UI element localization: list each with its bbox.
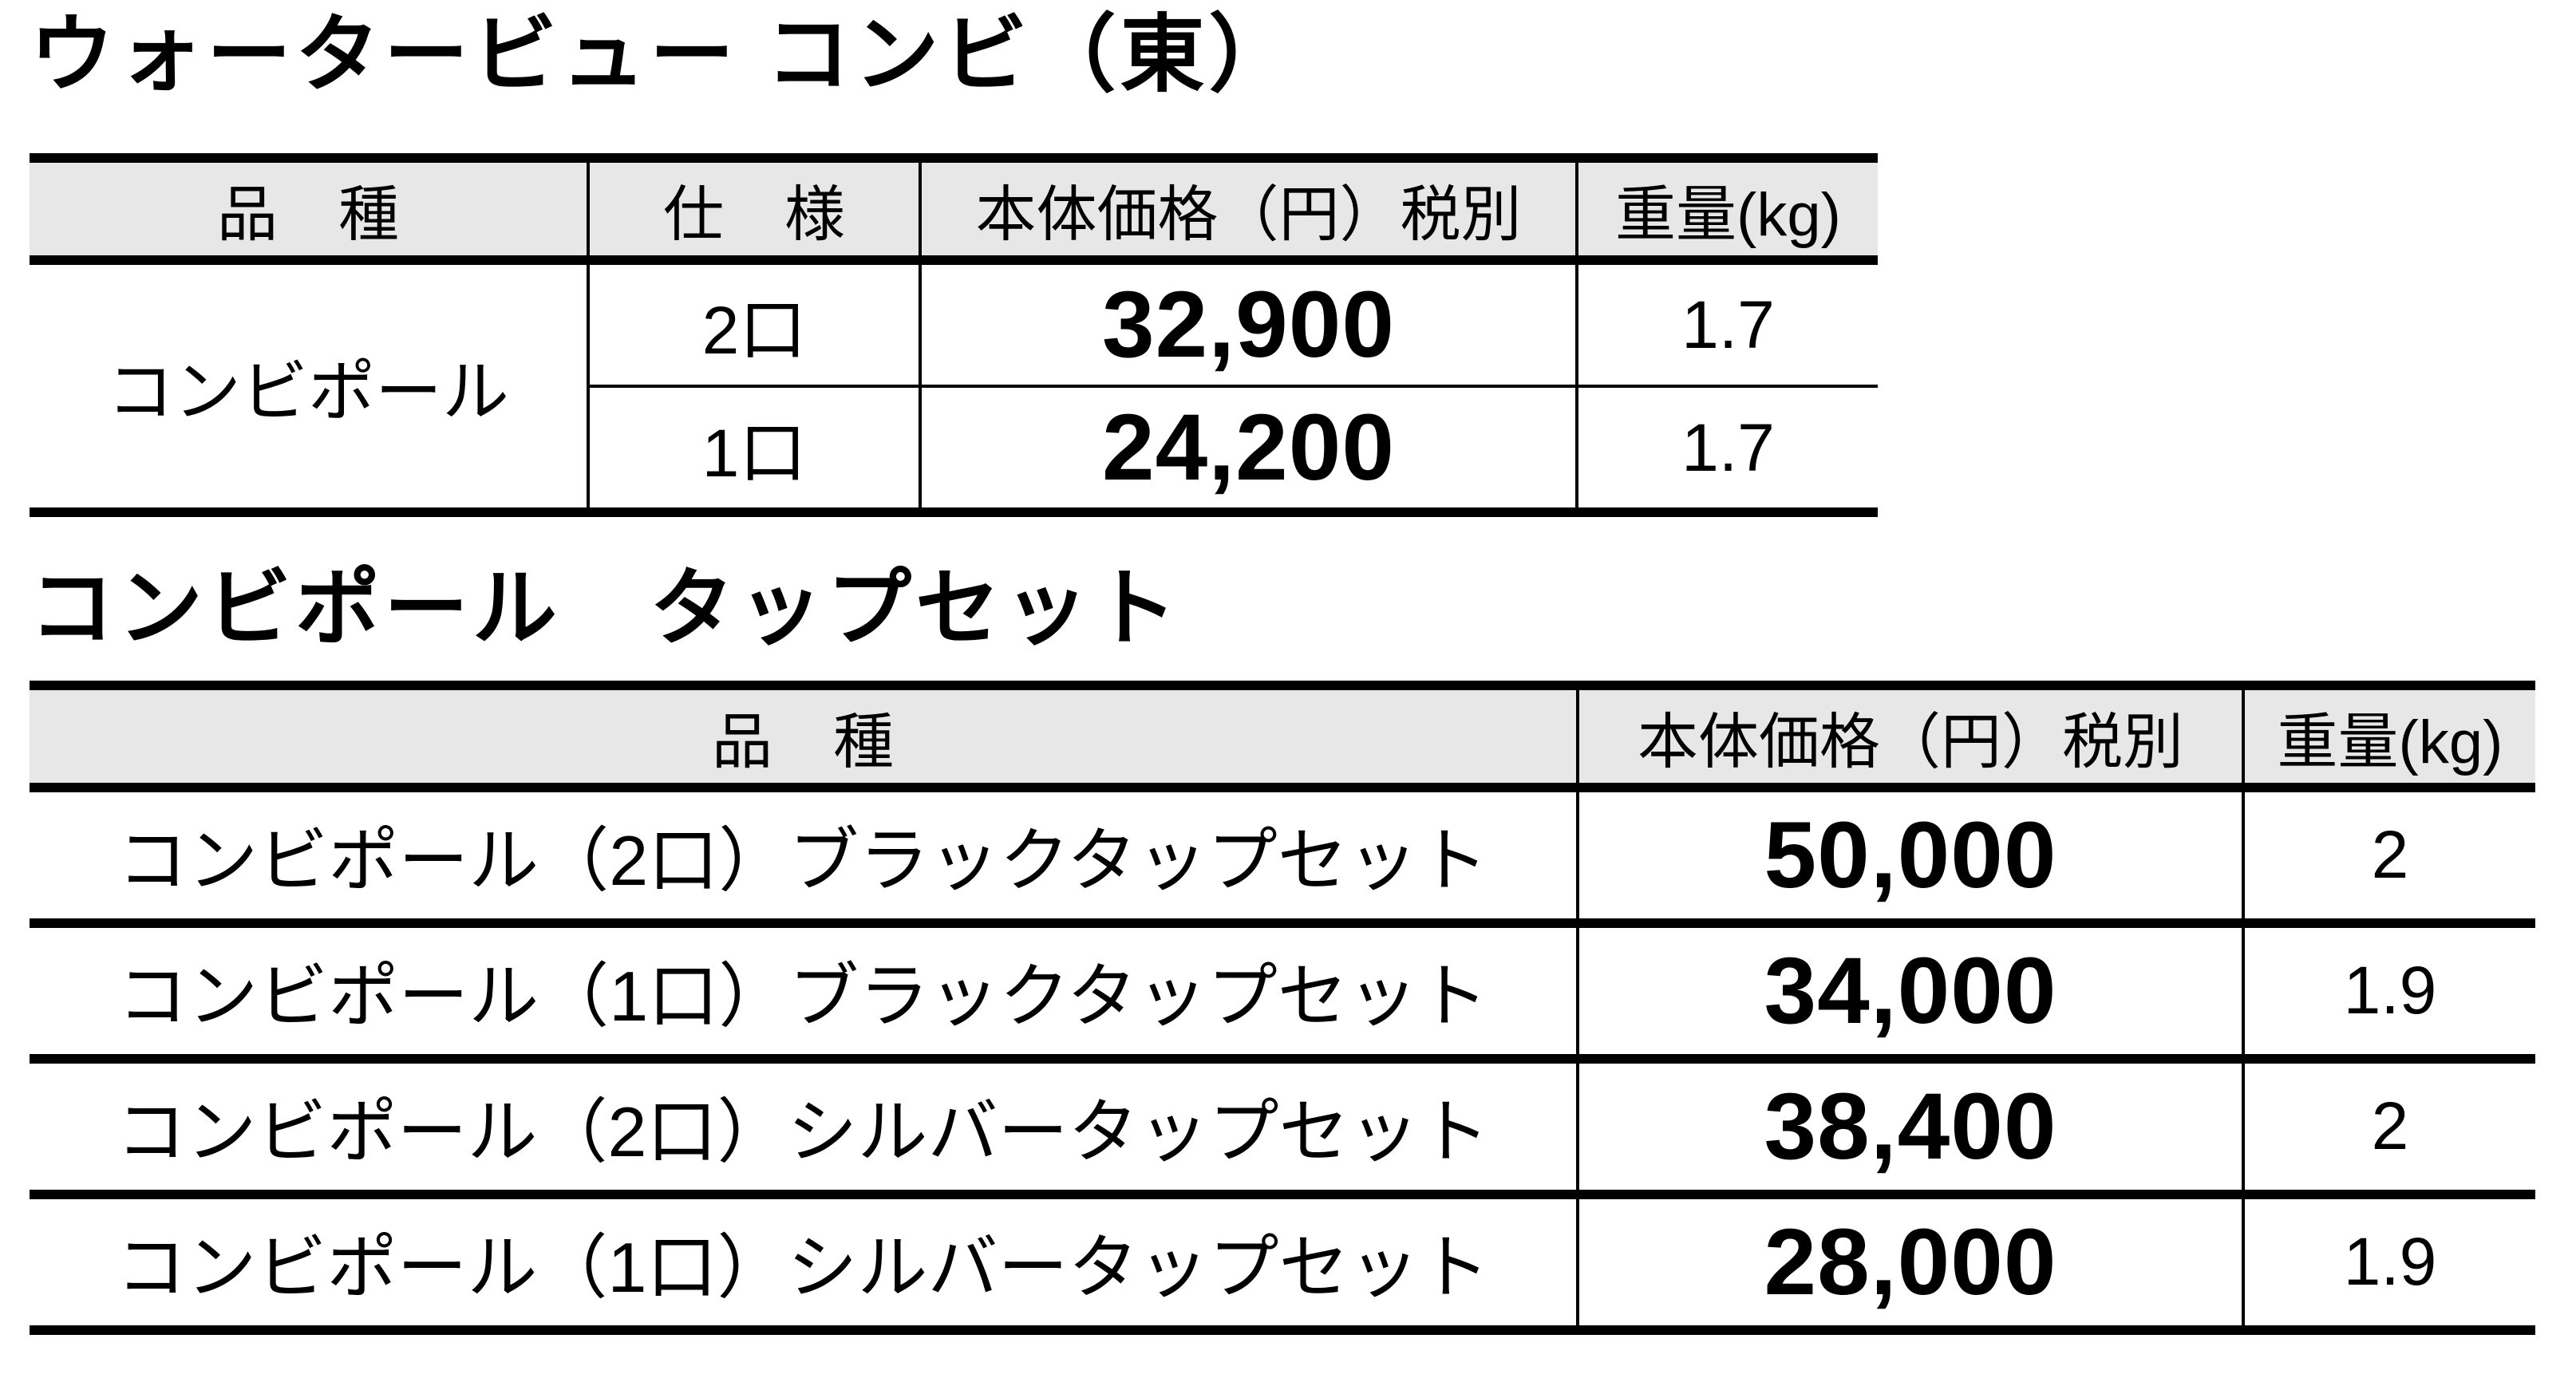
column-header-weight: 重量(kg) — [2242, 685, 2535, 792]
weight-cell: 1.9 — [2242, 922, 2535, 1064]
tap-set-price-table: 品 種 本体価格（円）税別 重量(kg) コンビポール（2口）ブラックタップセッ… — [30, 680, 2535, 1335]
price-cell: 24,200 — [919, 386, 1577, 513]
price-cell: 50,000 — [1576, 787, 2243, 928]
weight-cell: 2 — [2242, 787, 2535, 928]
weight-cell: 1.7 — [1575, 386, 1878, 513]
weight-cell: 1.7 — [1575, 260, 1878, 389]
spec-cell: 2口 — [587, 260, 920, 389]
price-cell: 38,400 — [1576, 1058, 2243, 1199]
table-row: コンビポール（1口）ブラックタップセット 34,000 1.9 — [30, 922, 2535, 1064]
table-row: コンビポール（1口）シルバータップセット 28,000 1.9 — [30, 1194, 2535, 1330]
column-header-product: 品 種 — [30, 685, 1578, 792]
table-row: コンビポール 2口 32,900 1.7 — [30, 260, 1878, 429]
price-cell: 32,900 — [919, 260, 1577, 389]
waterview-combi-price-table: 品 種 仕 様 本体価格（円）税別 重量(kg) コンビポール 2口 32,90… — [30, 153, 1878, 518]
product-cell: コンビポール — [30, 260, 588, 512]
table-row: コンビポール（2口）シルバータップセット 38,400 2 — [30, 1058, 2535, 1199]
column-header-product: 品 種 — [30, 158, 588, 266]
weight-cell: 2 — [2242, 1058, 2535, 1199]
product-cell: コンビポール（1口）ブラックタップセット — [30, 922, 1578, 1064]
product-cell: コンビポール（1口）シルバータップセット — [116, 1228, 1490, 1308]
product-name: コンビポール — [106, 353, 509, 429]
section-title-waterview-combi: ウォータービュー コンビ（東） — [30, 8, 1298, 102]
table1-header-row: 品 種 仕 様 本体価格（円）税別 重量(kg) — [30, 158, 1878, 266]
table2-header-row: 品 種 本体価格（円）税別 重量(kg) — [30, 685, 2535, 792]
price-cell: 28,000 — [1576, 1194, 2243, 1330]
column-header-spec: 仕 様 — [587, 158, 920, 266]
spec-cell: 1口 — [587, 386, 920, 513]
table-row: 1口 24,200 1.7 — [30, 386, 1878, 513]
catalog-page: ウォータービュー コンビ（東） 品 種 仕 様 本体価格（円）税別 重量(kg)… — [30, 8, 2535, 1335]
product-cell: コンビポール（2口）シルバータップセット — [30, 1058, 1578, 1199]
product-cell: コンビポール（2口）ブラックタップセット — [30, 787, 1578, 928]
weight-cell: 1.9 — [2242, 1194, 2535, 1330]
section-title-tap-set: コンビポール タップセット — [30, 562, 1181, 657]
column-header-weight: 重量(kg) — [1575, 158, 1878, 266]
price-cell: 34,000 — [1576, 922, 2243, 1064]
column-header-price: 本体価格（円）税別 — [919, 158, 1577, 266]
table-row: コンビポール（2口）ブラックタップセット 50,000 2 — [30, 787, 2535, 928]
column-header-price: 本体価格（円）税別 — [1576, 685, 2243, 792]
